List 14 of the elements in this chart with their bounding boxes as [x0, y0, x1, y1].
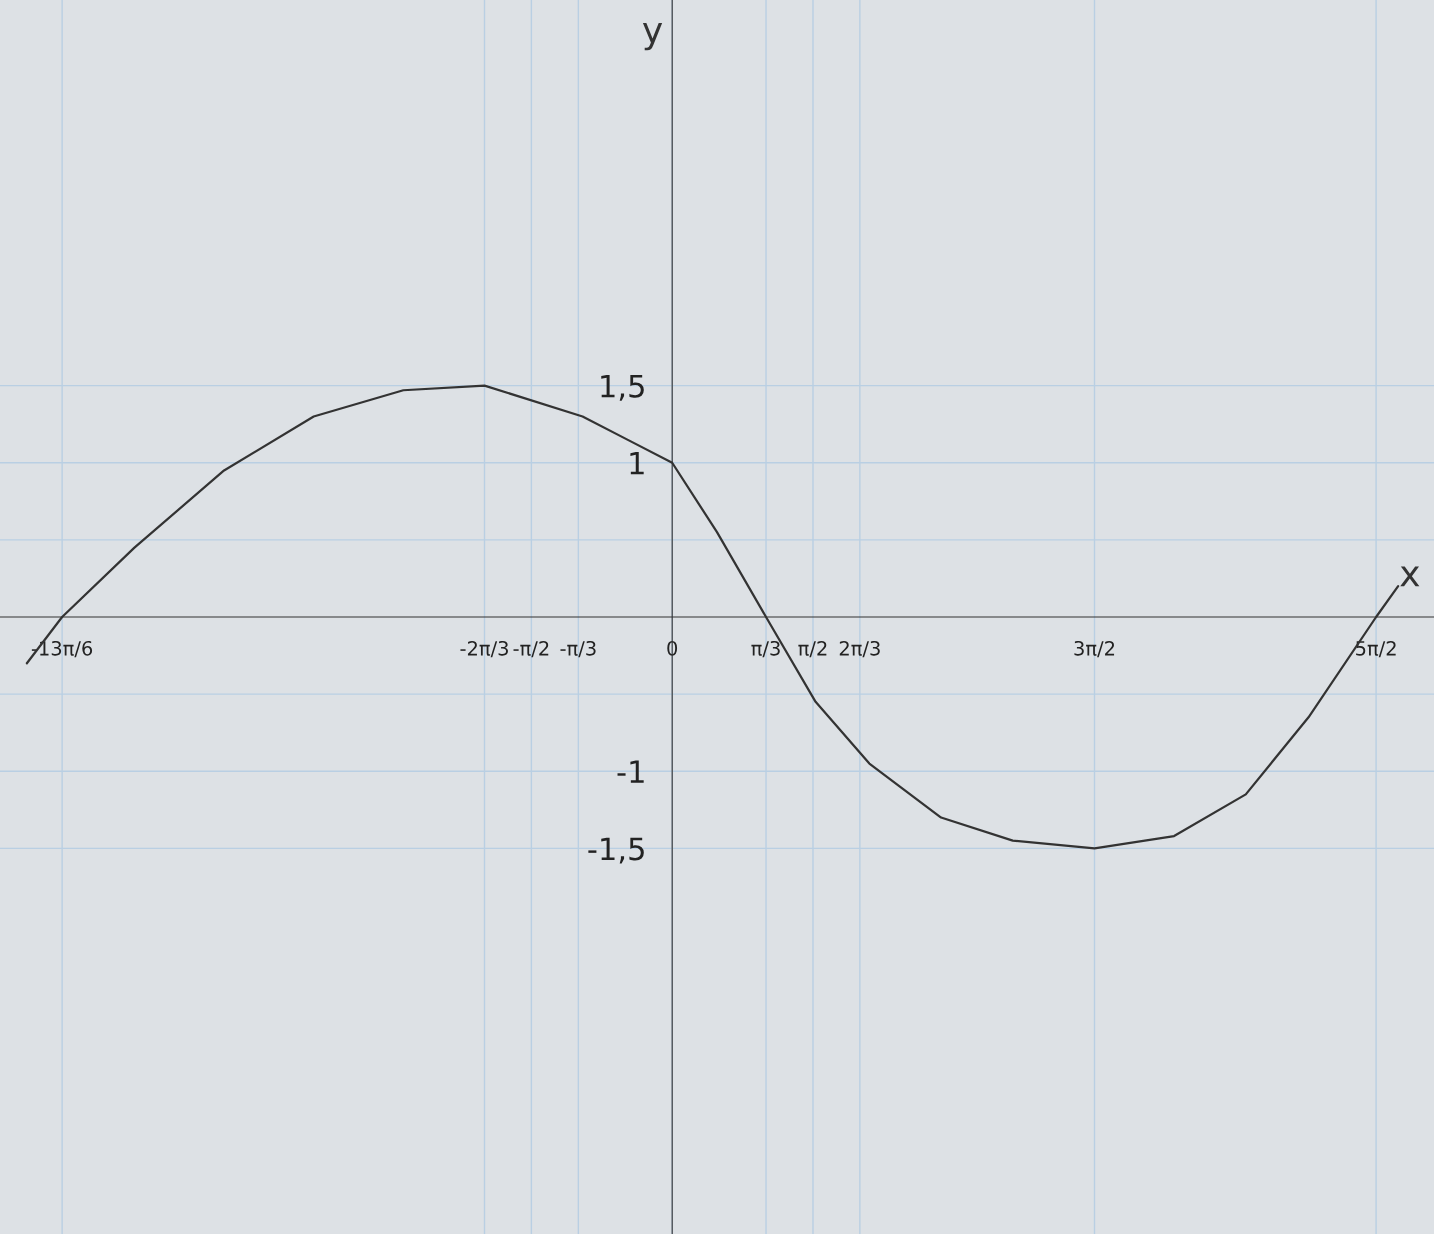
x-tick-label: 5π/2: [1356, 640, 1396, 658]
x-tick-label: -π/3: [560, 640, 596, 658]
x-tick-label: π/3: [751, 640, 780, 658]
x-axis-title: x: [1400, 566, 1420, 587]
x-tick-label: 3π/2: [1074, 640, 1115, 658]
y-tick-label: 1: [630, 452, 644, 475]
y-axis-title: y: [642, 23, 663, 51]
x-tick-label: -2π/3: [460, 640, 508, 658]
x-tick-label: 2π/3: [839, 640, 880, 658]
x-tick-label: -π/2: [513, 640, 549, 658]
y-tick-label: -1: [617, 760, 644, 783]
y-tick-label: -1,5: [588, 837, 644, 864]
y-tick-label: 1,5: [601, 374, 644, 401]
x-tick-label: π/2: [798, 640, 827, 658]
